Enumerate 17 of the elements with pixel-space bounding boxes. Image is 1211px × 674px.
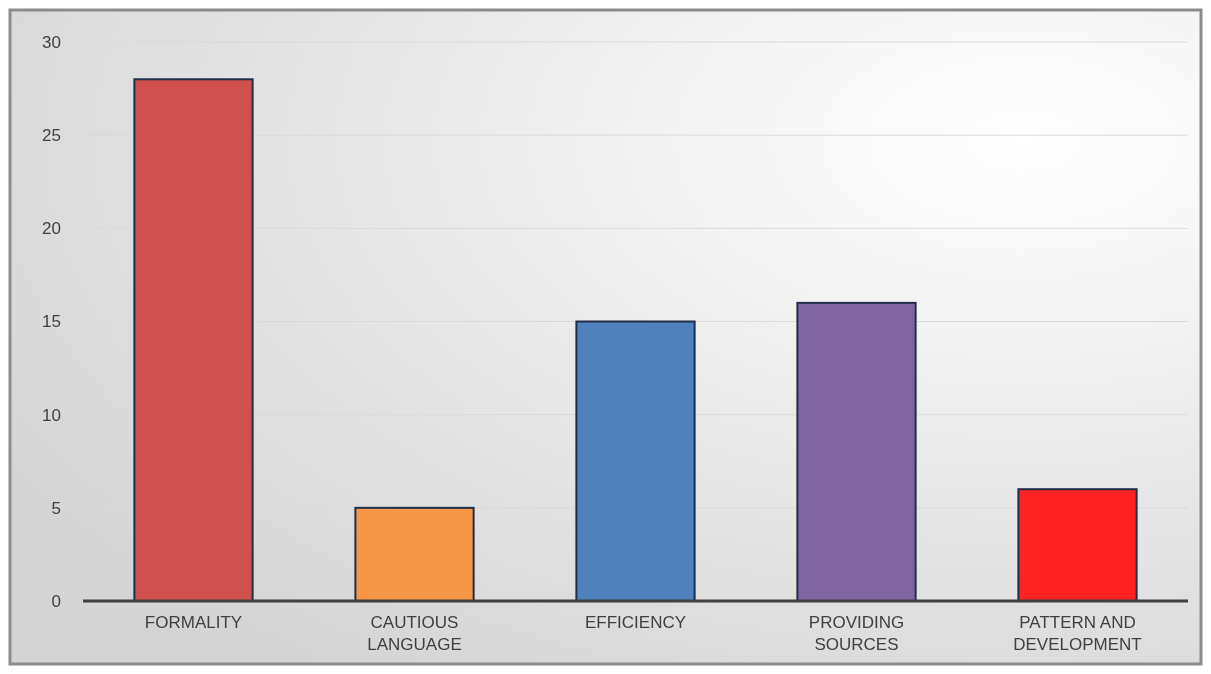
y-tick-label: 30: [42, 32, 61, 52]
y-tick-label: 10: [42, 405, 61, 425]
y-tick-label: 25: [42, 126, 61, 146]
x-tick-label: EFFICIENCY: [584, 613, 687, 632]
bar: [575, 320, 696, 602]
x-tick-label: FORMALITY: [144, 613, 243, 632]
bar: [796, 301, 917, 602]
y-tick-label: 5: [51, 498, 61, 518]
bar: [1017, 488, 1138, 602]
y-tick-label: 15: [42, 312, 61, 332]
y-tick-label: 0: [51, 591, 61, 611]
x-tick-label: PROVIDING SOURCES: [808, 613, 905, 654]
x-tick-label: CAUTIOUS LANGUAGE: [367, 613, 462, 654]
bar: [354, 506, 475, 602]
x-tick-label: PATTERN AND DEVELOPMENT: [1013, 613, 1142, 654]
bar: [133, 78, 254, 602]
y-tick-label: 20: [42, 219, 61, 239]
